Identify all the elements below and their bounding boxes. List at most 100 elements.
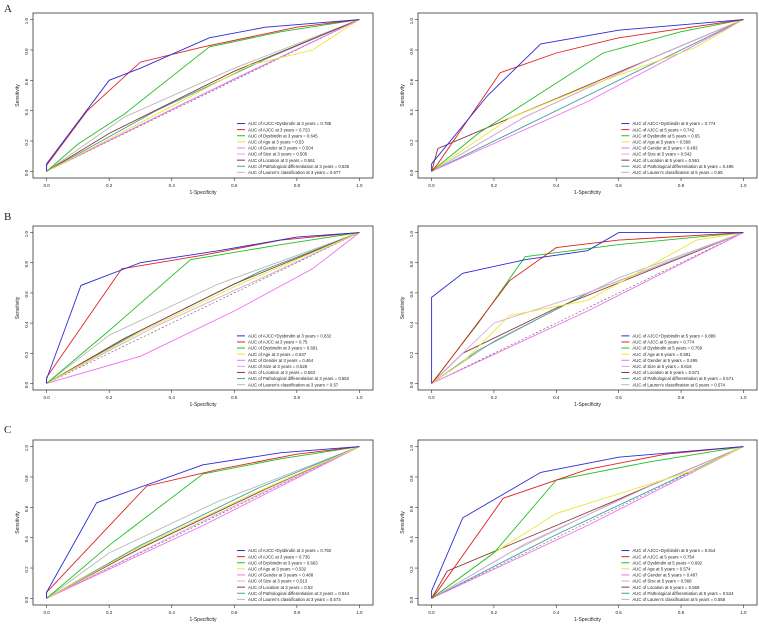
y-tick-label: 0.2 — [24, 566, 29, 573]
y-tick-label: 0.4 — [24, 109, 29, 116]
x-axis-label: 1-Specificity — [190, 402, 217, 408]
x-tick-label: 0.6 — [616, 610, 623, 615]
legend-entry: AUC of Age at 3 years = 0.53 — [248, 139, 304, 144]
roc-line-6 — [46, 19, 360, 172]
panel-letter-a: A — [4, 3, 12, 15]
legend-entry: AUC of Gender at 5 years = 0.495 — [632, 358, 698, 363]
x-axis-label: 1-Specificity — [574, 190, 601, 196]
y-tick-label: 0.6 — [24, 291, 29, 298]
legend-entry: AUC of Dysbindin at 3 years = 0.645 — [248, 133, 318, 138]
legend-entry: AUC of Size at 5 years = 0.619 — [632, 364, 692, 369]
legend-entry: AUC of Gender at 3 years = 0.464 — [248, 358, 314, 363]
x-tick-label: 0.4 — [169, 610, 176, 615]
legend-entry: AUC of Pathological differentiation at 5… — [632, 164, 734, 169]
x-tick-label: 0.8 — [294, 395, 301, 400]
roc-line-5 — [46, 446, 360, 599]
legend-entry: AUC of Dysbindin at 5 years = 0.65 — [632, 133, 700, 138]
chart-c-left: 0.0 0.2 0.4 0.6 0.8 1.0 0.0 0.2 0.4 0.6 0.8 1.0 1-Sp… — [15, 439, 374, 623]
x-axis-label: 1-Specificity — [574, 617, 601, 623]
legend-entry: AUC of AJCC+Dysbindin at 5 years = 0.814 — [632, 548, 716, 553]
y-tick-label: 0.2 — [409, 351, 414, 358]
roc-line-0 — [431, 19, 744, 172]
chart-a-right: 0.0 0.2 0.4 0.6 0.8 1.0 0.0 0.2 0.4 0.6 0.8 1.0 1-Sp… — [400, 12, 758, 196]
plot-frame — [417, 225, 758, 391]
legend-entry: AUC of Location at 5 years = 0.571 — [632, 370, 700, 375]
legend-entry: AUC of Gender at 5 years = 0.487 — [632, 573, 698, 578]
reference-diagonal — [431, 232, 744, 384]
y-tick-label: 0.0 — [24, 596, 29, 603]
x-tick-label: 0.0 — [428, 183, 435, 188]
x-tick-label: 0.6 — [231, 183, 238, 188]
panel-letter-b: B — [4, 211, 12, 223]
y-tick-label: 1.0 — [409, 17, 414, 24]
y-tick-label: 1.0 — [24, 444, 29, 451]
plot-frame — [417, 439, 758, 606]
y-tick-label: 0.4 — [409, 321, 414, 328]
roc-line-5 — [431, 19, 744, 172]
y-tick-label: 0.4 — [409, 536, 414, 543]
roc-line-0 — [46, 19, 360, 172]
x-tick-label: 0.2 — [106, 395, 113, 400]
roc-line-2 — [46, 232, 360, 384]
x-tick-label: 0.8 — [294, 610, 301, 615]
x-tick-label: 1.0 — [740, 183, 747, 188]
roc-line-0 — [431, 232, 744, 384]
y-tick-label: 0.2 — [409, 139, 414, 146]
roc-line-2 — [46, 19, 360, 172]
roc-line-3 — [431, 19, 744, 172]
x-tick-label: 0.6 — [616, 395, 623, 400]
legend-entry: AUC of Size at 5 years = 0.568 — [632, 579, 692, 584]
legend-entry: AUC of Lauren's classification at 3 year… — [248, 597, 341, 602]
x-tick-label: 0.2 — [491, 610, 498, 615]
roc-line-3 — [46, 19, 360, 172]
x-tick-label: 1.0 — [356, 183, 363, 188]
roc-line-1 — [431, 446, 744, 599]
y-tick-label: 1.0 — [409, 230, 414, 237]
y-tick-label: 1.0 — [409, 444, 414, 451]
chart-b-left: 0.0 0.2 0.4 0.6 0.8 1.0 0.0 0.2 0.4 0.6 0.8 1.0 1-Sp… — [15, 225, 374, 408]
x-tick-label: 1.0 — [740, 610, 747, 615]
legend-entry: AUC of Dysbindin at 3 years = 0.663 — [248, 560, 318, 565]
legend-entry: AUC of Pathological differentiation at 3… — [248, 591, 350, 596]
legend-entry: AUC of Lauren's classification at 3 year… — [248, 382, 339, 387]
legend-entry: AUC of Gender at 3 years = 0.504 — [248, 146, 314, 151]
roc-line-6 — [46, 232, 360, 384]
x-tick-label: 0.8 — [678, 183, 685, 188]
roc-line-7 — [431, 19, 744, 172]
x-tick-label: 0.2 — [106, 610, 113, 615]
legend-entry: AUC of Lauren's classification at 5 year… — [632, 170, 723, 175]
y-tick-label: 0.0 — [24, 169, 29, 176]
panel-letter-c: C — [4, 424, 12, 436]
legend-entry: AUC of Age at 3 years = 0.537 — [248, 352, 307, 357]
roc-line-1 — [431, 19, 744, 172]
legend-entry: AUC of Gender at 5 years = 0.483 — [632, 146, 698, 151]
y-axis-label: Sensitivity — [15, 296, 21, 319]
roc-line-8 — [46, 19, 360, 172]
legend-entry: AUC of Gender at 3 years = 0.488 — [248, 573, 314, 578]
legend-entry: AUC of Age at 5 years = 0.591 — [632, 352, 691, 357]
roc-line-0 — [46, 446, 360, 599]
roc-line-2 — [46, 446, 360, 599]
legend-entry: AUC of Location at 5 years = 0.569 — [632, 585, 700, 590]
y-tick-label: 0.4 — [24, 321, 29, 328]
x-axis-label: 1-Specificity — [574, 402, 601, 408]
legend-entry: AUC of Dysbindin at 5 years = 0.769 — [632, 346, 702, 351]
y-tick-label: 0.8 — [24, 475, 29, 482]
y-tick-label: 0.4 — [409, 109, 414, 116]
legend-entry: AUC of AJCC at 3 years = 0.75 — [248, 340, 308, 345]
reference-diagonal — [46, 232, 360, 384]
x-axis-label: 1-Specificity — [190, 190, 217, 196]
legend-entry: AUC of Pathological differentiation at 3… — [248, 376, 350, 381]
roc-line-5 — [431, 232, 744, 384]
y-axis-label: Sensitivity — [400, 511, 406, 534]
roc-line-4 — [431, 446, 744, 599]
legend-entry: AUC of Location at 3 years = 0.53 — [248, 585, 313, 590]
x-tick-label: 0.6 — [616, 183, 623, 188]
x-tick-label: 0.0 — [43, 610, 50, 615]
y-axis-label: Sensitivity — [15, 84, 21, 107]
x-tick-label: 0.0 — [428, 610, 435, 615]
chart-a-left: 0.0 0.2 0.4 0.6 0.8 1.0 0.0 0.2 0.4 0.6 0.8 1.0 1-Sp… — [15, 12, 374, 196]
x-tick-label: 0.2 — [491, 395, 498, 400]
y-tick-label: 0.2 — [409, 566, 414, 573]
